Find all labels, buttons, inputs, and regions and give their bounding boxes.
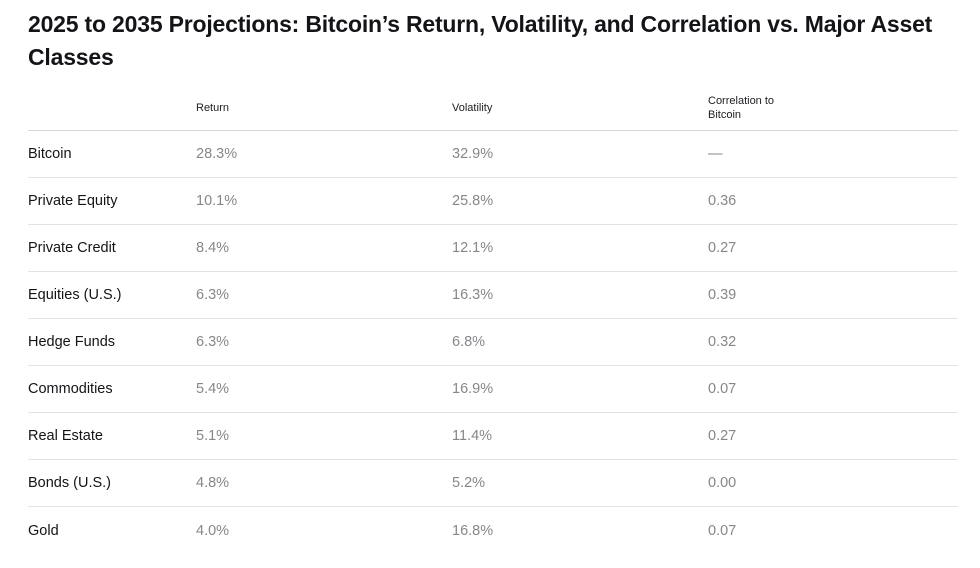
return-value: 5.4% [196, 381, 230, 397]
return-value: 6.3% [196, 334, 230, 350]
asset-label: Hedge Funds [28, 334, 116, 350]
table-row-hedge-funds: Hedge Funds 6.3% 6.8% 0.32 [28, 319, 958, 366]
volatility-value: 16.8% [452, 522, 494, 539]
return-value: 6.3% [196, 287, 230, 303]
correlation-value: 0.32 [708, 334, 737, 350]
volatility-value: 6.8% [452, 334, 486, 350]
return-value: 8.4% [196, 240, 230, 256]
table-row-real-estate: Real Estate 5.1% 11.4% 0.27 [28, 413, 958, 460]
return-value: 4.8% [196, 475, 230, 491]
asset-label: Bitcoin [28, 146, 72, 162]
correlation-value: 0.07 [708, 522, 737, 539]
volatility-value: 16.3% [452, 287, 494, 303]
table-header-row: Return Volatility Correlation to Bitcoin [28, 92, 958, 131]
volatility-value: 11.4% [452, 428, 493, 444]
correlation-value: 0.39 [708, 287, 737, 303]
asset-label: Bonds (U.S.) [28, 475, 111, 491]
page: 2025 to 2035 Projections: Bitcoin’s Retu… [28, 11, 958, 554]
correlation-value: 0.07 [708, 381, 737, 397]
return-value: 10.1% [196, 193, 238, 209]
page-title: 2025 to 2035 Projections: Bitcoin’s Retu… [28, 11, 933, 70]
table-row-equities-us: Equities (U.S.) 6.3% 16.3% 0.39 [28, 272, 958, 319]
table-row-gold: Gold 4.0% 16.8% 0.07 [28, 507, 958, 554]
header-return: Return [196, 102, 230, 114]
volatility-value: 12.1% [452, 240, 494, 256]
volatility-value: 5.2% [452, 475, 486, 491]
header-volatility: Volatility [452, 102, 493, 114]
asset-label: Real Estate [28, 428, 103, 444]
correlation-value: 0.27 [708, 428, 737, 444]
correlation-value: 0.00 [708, 475, 737, 491]
volatility-value: 32.9% [452, 146, 494, 162]
return-value: 4.0% [196, 522, 230, 539]
header-correlation-to-bitcoin: Correlation to Bitcoin [708, 95, 775, 121]
table-row-bitcoin: Bitcoin 28.3% 32.9% — [28, 131, 958, 178]
return-value: 28.3% [196, 146, 238, 162]
table-row-commodities: Commodities 5.4% 16.9% 0.07 [28, 366, 958, 413]
return-value: 5.1% [196, 428, 230, 444]
projections-table: Return Volatility Correlation to Bitcoin… [28, 92, 958, 554]
table-row-private-equity: Private Equity 10.1% 25.8% 0.36 [28, 178, 958, 225]
correlation-value: 0.36 [708, 193, 737, 209]
correlation-value: — [708, 146, 723, 162]
asset-label: Equities (U.S.) [28, 287, 122, 303]
volatility-value: 16.9% [452, 381, 494, 397]
table-row-bonds-us: Bonds (U.S.) 4.8% 5.2% 0.00 [28, 460, 958, 507]
asset-label: Gold [28, 522, 59, 539]
volatility-value: 25.8% [452, 193, 494, 209]
asset-label: Commodities [28, 381, 113, 397]
table-row-private-credit: Private Credit 8.4% 12.1% 0.27 [28, 225, 958, 272]
correlation-value: 0.27 [708, 240, 737, 256]
asset-label: Private Equity [28, 193, 118, 209]
asset-label: Private Credit [28, 240, 116, 256]
